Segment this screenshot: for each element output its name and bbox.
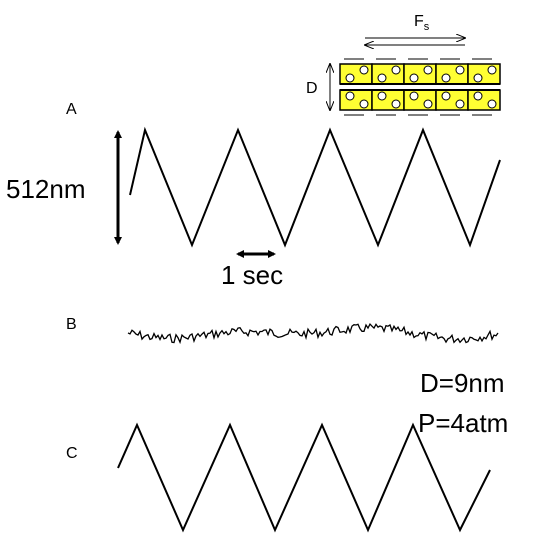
notch [474,92,482,100]
panel-label: C [66,445,78,462]
notch [346,74,354,82]
notch [378,92,386,100]
notch [474,74,482,82]
force-label: Fs [414,13,430,33]
amplitude-label: 512nm [6,174,86,204]
notch [360,100,368,108]
notch [392,66,400,74]
time-label: 1 sec [221,260,283,290]
notch [392,100,400,108]
notch [442,92,450,100]
surfaces [340,59,500,115]
notch [360,66,368,74]
gap-label: D [306,80,318,97]
inset: Fs D [306,13,500,115]
notch [378,74,386,82]
notch [456,66,464,74]
notch [442,74,450,82]
trace-c [118,425,490,530]
condition: P=4atm [418,408,508,438]
notch [346,92,354,100]
panel-label: B [66,316,77,333]
trace-a [130,130,500,245]
notch [488,100,496,108]
notch [424,100,432,108]
notch [456,100,464,108]
notch [424,66,432,74]
notch [410,74,418,82]
trace-b [128,324,498,342]
figure: Fs D A 512nm 1 sec B D=9nm P=4atm C [0,0,539,541]
panel-label: A [66,101,77,118]
notch [488,66,496,74]
condition: D=9nm [420,368,505,398]
notch [410,92,418,100]
